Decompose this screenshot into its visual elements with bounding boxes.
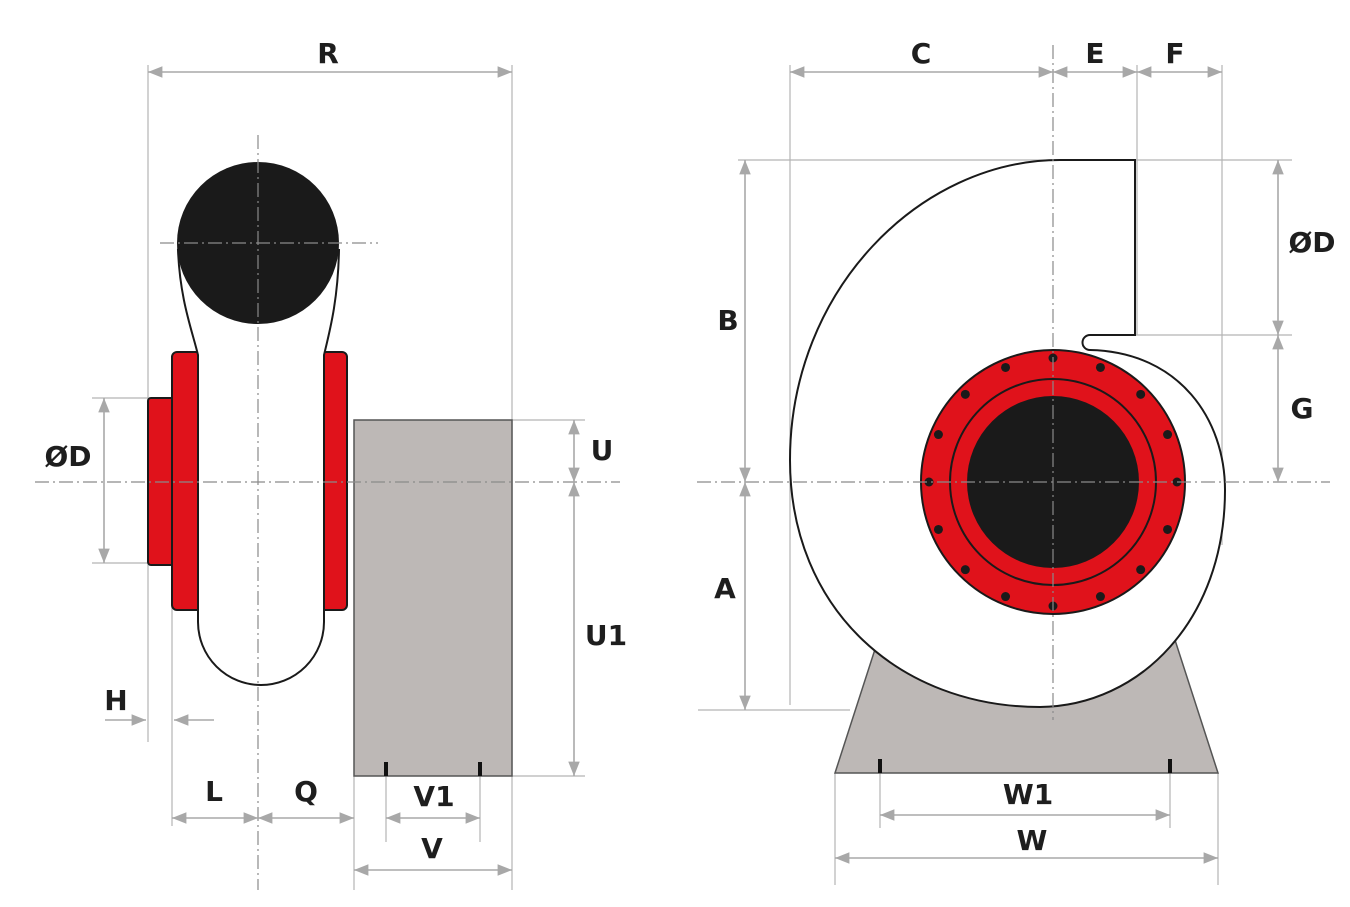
bolt (1095, 592, 1105, 602)
bolt (933, 430, 943, 440)
label: Q (294, 775, 318, 808)
bolt (960, 565, 970, 575)
label: U (591, 434, 614, 467)
label: V (421, 832, 443, 865)
label: W1 (1003, 778, 1053, 811)
label: ØD (44, 440, 91, 473)
bolt (1136, 389, 1146, 399)
bolt (1001, 592, 1011, 602)
bolt (924, 477, 934, 487)
motor-base (353, 419, 513, 777)
front-view: C E F B ØD G A W1 W (697, 37, 1336, 885)
label: W (1017, 824, 1048, 857)
bolt (1163, 524, 1173, 534)
bolt (1163, 430, 1173, 440)
label: U1 (585, 619, 627, 652)
label: F (1165, 37, 1184, 70)
bolt (933, 524, 943, 534)
label: H (104, 684, 127, 717)
label: B (717, 304, 738, 337)
label: L (205, 775, 223, 808)
bolt (1095, 362, 1105, 372)
bolt (960, 389, 970, 399)
label: A (714, 572, 736, 605)
label: E (1085, 37, 1104, 70)
label: C (911, 37, 932, 70)
side-view: R ØD H L Q V1 V U U1 (35, 37, 627, 890)
label: R (317, 37, 339, 70)
label: G (1291, 392, 1314, 425)
bolt (1136, 565, 1146, 575)
label: ØD (1288, 226, 1335, 259)
label: V1 (413, 780, 454, 813)
housing (176, 249, 341, 686)
bolt (1001, 362, 1011, 372)
